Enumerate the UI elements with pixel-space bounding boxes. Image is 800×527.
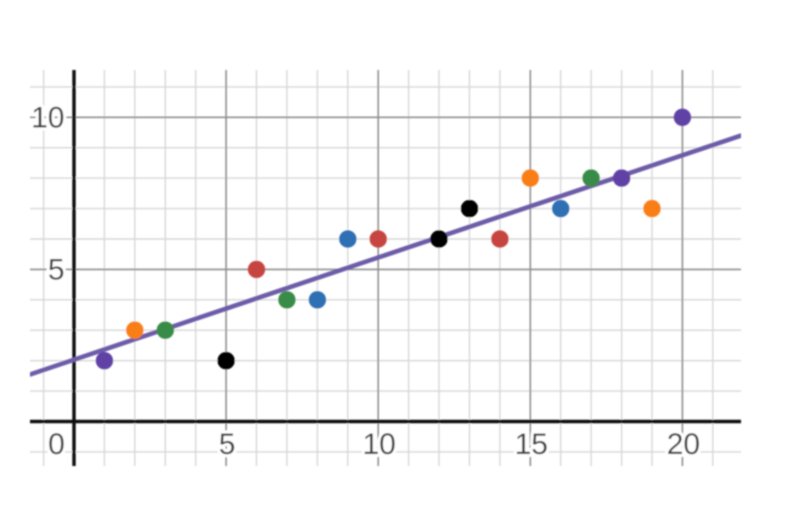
svg-text:15: 15 bbox=[515, 428, 548, 461]
svg-text:10: 10 bbox=[363, 428, 396, 461]
svg-text:5: 5 bbox=[219, 428, 236, 461]
svg-text:10: 10 bbox=[31, 102, 64, 135]
svg-text:5: 5 bbox=[48, 254, 65, 287]
svg-text:0: 0 bbox=[48, 428, 65, 461]
svg-text:20: 20 bbox=[667, 428, 700, 461]
